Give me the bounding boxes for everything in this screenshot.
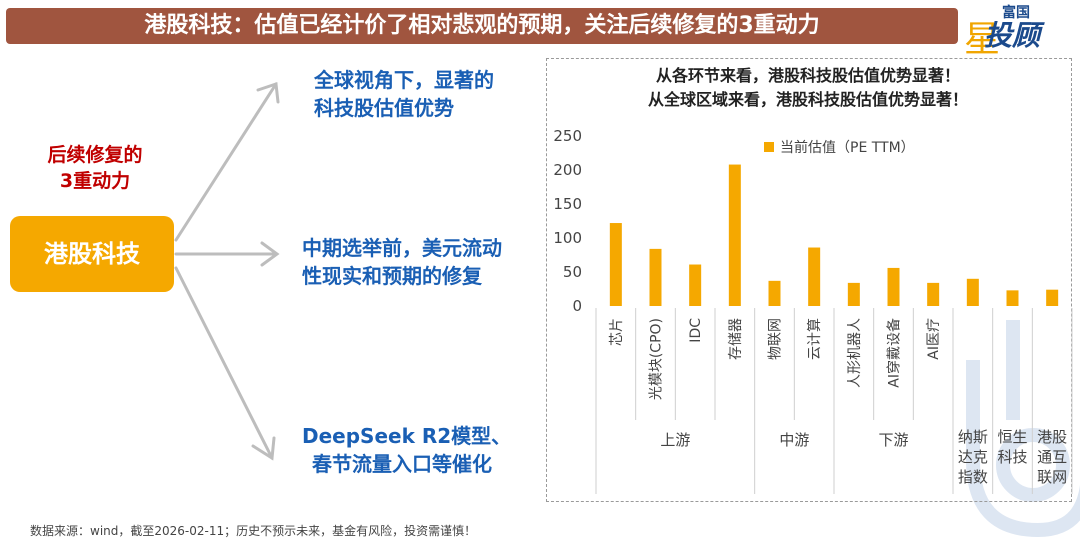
legend-swatch <box>764 142 774 152</box>
arrowhead-2 <box>260 241 280 267</box>
driver-2: 中期选举前，美元流动 性现实和预期的修复 <box>302 234 502 290</box>
y-tick-label: 150 <box>553 195 582 213</box>
group-label: 下游 <box>878 431 908 449</box>
bar-11 <box>1006 290 1019 306</box>
bar-2 <box>649 248 662 306</box>
y-tick-label: 250 <box>553 127 582 145</box>
y-tick-label: 200 <box>553 161 582 179</box>
y-tick-label: 0 <box>572 297 582 315</box>
x-tick-label: 人形机器人 <box>847 318 863 388</box>
x-tick-label: 光模块(CPO) <box>649 318 665 400</box>
bar-4 <box>728 164 741 306</box>
chart-frame <box>546 58 1072 502</box>
bar-9 <box>927 282 940 306</box>
bar-3 <box>689 264 702 306</box>
arrowhead-3 <box>251 436 276 461</box>
y-tick-label: 50 <box>563 263 582 281</box>
chart-title-line-2: 从全球区域来看，港股科技股估值优势显著！ <box>647 90 968 109</box>
x-tick-label: AI穿戴设备 <box>886 318 903 388</box>
x-tick-label: AI医疗 <box>926 318 942 360</box>
x-tick-label-line: 恒生 <box>997 428 1027 446</box>
group-label: 上游 <box>660 431 690 449</box>
x-tick-label-line: 达克 <box>958 448 988 466</box>
logo-main-text: 投顾 <box>984 19 1041 52</box>
driver-3: DeepSeek R2模型、 春节流量入口等催化 <box>302 422 511 478</box>
y-tick-label: 100 <box>553 229 582 247</box>
heading-line-1: 后续修复的 <box>47 144 143 166</box>
watermark-icon <box>966 320 1080 538</box>
arrow-to-driver-3 <box>174 266 274 460</box>
x-tick-label-line: 联网 <box>1037 468 1067 486</box>
x-tick-label-line: 指数 <box>958 468 988 486</box>
bar-10 <box>966 278 979 306</box>
chart-title: 从各环节来看，港股科技股估值优势显著！ 从全球区域来看，港股科技股估值优势显著！ <box>548 64 1068 112</box>
bar-7 <box>847 282 860 306</box>
legend-label: 当前估值（PE TTM） <box>780 139 915 156</box>
group-label: 中游 <box>779 431 809 449</box>
brand-logo: 星 富国 投顾 <box>962 0 1078 60</box>
driver-1-line-1: 全球视角下，显著的 <box>314 68 494 92</box>
branch-arrows <box>174 81 280 461</box>
arrowhead-1 <box>256 81 280 104</box>
x-tick-label: 存储器 <box>728 318 744 360</box>
x-tick-label: 物联网 <box>768 318 784 360</box>
bar-1 <box>609 223 622 306</box>
bar-6 <box>808 247 821 306</box>
x-tick-label: IDC <box>688 318 704 343</box>
driver-2-line-2: 性现实和预期的修复 <box>302 264 482 288</box>
chart-title-line-1: 从各环节来看，港股科技股估值优势显著！ <box>655 66 960 85</box>
logo-top-text: 富国 <box>1002 5 1030 21</box>
driver-2-line-1: 中期选举前，美元流动 <box>302 236 502 260</box>
driver-1-line-2: 科技股估值优势 <box>314 96 454 120</box>
hk-tech-box: 港股科技 <box>10 216 174 292</box>
x-tick-label-line: 港股 <box>1037 428 1067 446</box>
repair-drivers-heading: 后续修复的 3重动力 <box>20 142 170 194</box>
bar-5 <box>768 280 781 306</box>
x-tick-label-line: 通互 <box>1037 448 1067 466</box>
x-tick-label: 芯片 <box>609 318 625 346</box>
driver-1: 全球视角下，显著的 科技股估值优势 <box>314 66 494 122</box>
x-tick-label-line: 纳斯 <box>958 428 988 446</box>
valuation-bar-chart: 0 50 100 150 200 250 当前估值（PE TTM） 芯片 光模块(CPO) IDC… <box>553 127 1073 494</box>
star-icon: 星 <box>964 19 1001 60</box>
x-tick-label-line: 科技 <box>997 448 1027 466</box>
driver-3-line-1: DeepSeek R2模型、 <box>302 424 512 448</box>
heading-line-2: 3重动力 <box>59 170 131 192</box>
bar-8 <box>887 267 900 306</box>
data-source-footer: 数据来源：wind，截至2026-02-11；历史不预示未来，基金有风险，投资需… <box>30 524 477 538</box>
arrow-to-driver-1 <box>174 82 278 242</box>
driver-3-line-2: 春节流量入口等催化 <box>312 452 492 476</box>
x-tick-label: 云计算 <box>807 318 823 360</box>
bar-12 <box>1046 289 1059 306</box>
page-title: 港股科技：估值已经计价了相对悲观的预期，关注后续修复的3重动力 <box>6 8 958 44</box>
